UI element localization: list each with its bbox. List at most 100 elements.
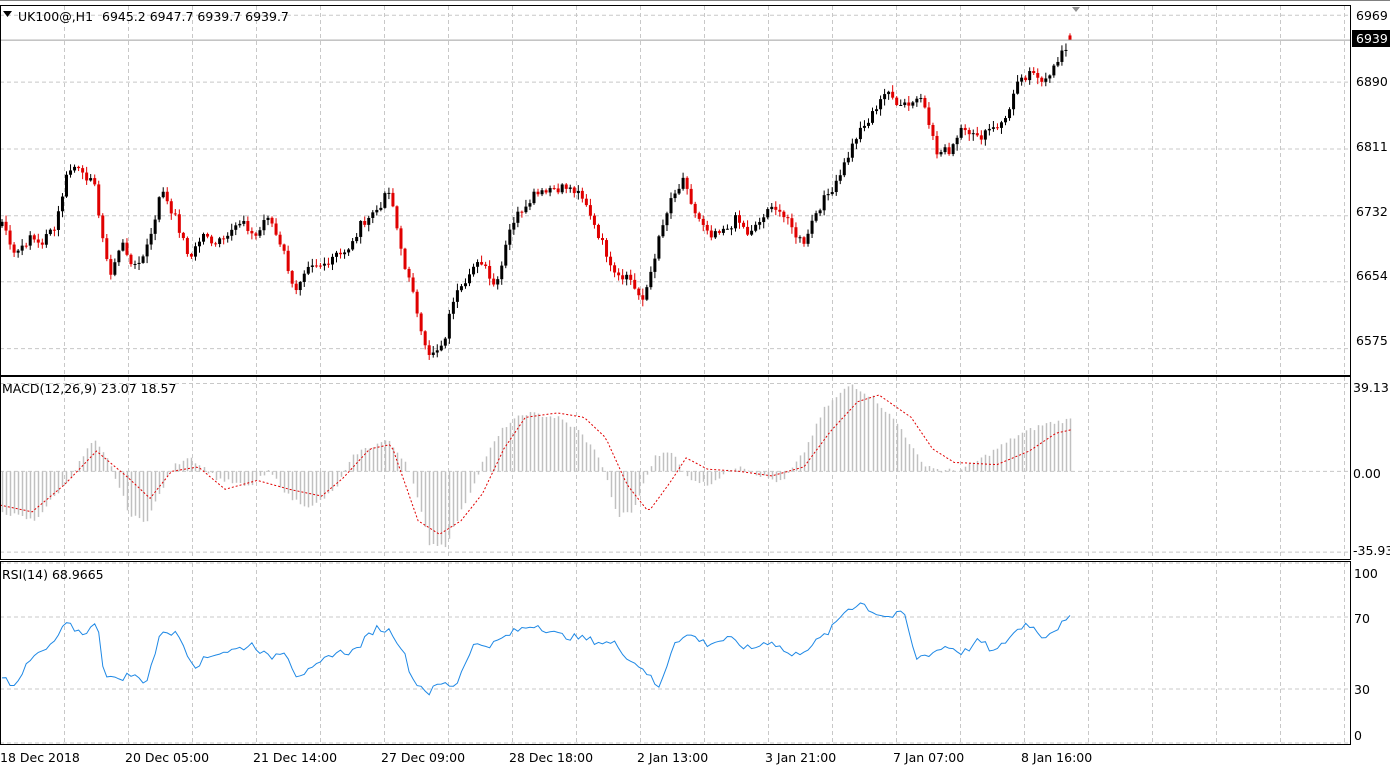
candle-body xyxy=(754,224,758,231)
candle-body xyxy=(476,262,480,267)
candle-body xyxy=(335,252,339,257)
candle-body xyxy=(181,232,185,239)
candle-body xyxy=(28,235,32,246)
candle-body xyxy=(560,184,564,193)
candle-body xyxy=(44,234,48,245)
candle-body xyxy=(230,229,234,236)
candle-body xyxy=(806,233,810,244)
candle-body xyxy=(480,262,484,265)
candle-body xyxy=(117,250,121,263)
time-label: 2 Jan 13:00 xyxy=(637,750,708,765)
candle-body xyxy=(149,233,153,245)
candle-body xyxy=(943,147,947,153)
candle-body xyxy=(729,228,733,230)
candle-body xyxy=(935,135,939,155)
rsi-panel[interactable] xyxy=(1,602,1071,696)
candle-body xyxy=(1004,118,1008,123)
candle-body xyxy=(197,241,201,247)
rsi-tick-label: 70 xyxy=(1354,611,1370,626)
candle-body xyxy=(762,217,766,223)
candle-body xyxy=(242,220,246,224)
time-axis: 18 Dec 2018 20 Dec 05:00 21 Dec 14:00 27… xyxy=(0,750,1092,765)
candle-body xyxy=(665,213,669,226)
candle-body xyxy=(842,162,846,176)
price-panel[interactable] xyxy=(0,33,1350,360)
macd-tick-label: 39.13 xyxy=(1353,380,1389,395)
candle-body xyxy=(89,178,93,181)
candle-body xyxy=(967,130,971,135)
price-tick-label: 6654 xyxy=(1356,268,1388,283)
candle-body xyxy=(979,135,983,140)
candle-body xyxy=(1012,93,1016,110)
candle-body xyxy=(254,233,258,236)
candle-body xyxy=(955,137,959,145)
candle-body xyxy=(548,188,552,193)
macd-axis: 39.13 0.00 -35.93 xyxy=(1353,380,1390,558)
candle-body xyxy=(850,143,854,158)
candle-body xyxy=(995,127,999,129)
triangle-down-icon[interactable] xyxy=(3,11,12,17)
candle-body xyxy=(1024,77,1028,81)
candle-body xyxy=(431,352,435,355)
candle-body xyxy=(145,244,149,257)
candle-body xyxy=(387,192,391,194)
candle-body xyxy=(649,271,653,288)
candle-body xyxy=(306,266,310,274)
candle-body xyxy=(262,220,266,231)
candle-body xyxy=(871,111,875,123)
candle-body xyxy=(592,215,596,225)
candle-body xyxy=(347,249,351,253)
candle-body xyxy=(12,244,16,253)
rsi-axis: 100 70 30 0 xyxy=(1354,566,1378,743)
candle-body xyxy=(552,188,556,190)
candle-body xyxy=(85,172,89,181)
candle-body xyxy=(524,206,528,213)
candle-body xyxy=(173,213,177,215)
current-price-label: 6939 xyxy=(1356,31,1388,46)
symbol-info: UK100@,H1 xyxy=(18,9,93,24)
candle-body xyxy=(468,274,472,284)
price-tick-label: 6575 xyxy=(1356,333,1388,348)
candle-body xyxy=(459,286,463,291)
candle-body xyxy=(883,94,887,100)
candle-body xyxy=(580,190,584,199)
candle-body xyxy=(218,238,222,244)
candle-body xyxy=(556,188,560,193)
candle-body xyxy=(879,99,883,110)
candle-body xyxy=(975,133,979,136)
candle-body xyxy=(786,217,790,219)
candle-body xyxy=(645,287,649,300)
candle-body xyxy=(919,97,923,99)
macd-panel[interactable] xyxy=(0,384,1073,548)
time-label: 7 Jan 07:00 xyxy=(893,750,964,765)
candle-body xyxy=(246,220,250,231)
candle-body xyxy=(351,241,355,250)
macd-tick-label: -35.93 xyxy=(1353,543,1390,558)
candle-body xyxy=(564,184,568,189)
candle-body xyxy=(596,224,600,239)
time-label: 21 Dec 14:00 xyxy=(253,750,337,765)
candle-body xyxy=(286,250,290,272)
candle-body xyxy=(588,205,592,216)
candle-body xyxy=(439,345,443,351)
candle-body xyxy=(226,235,230,239)
candle-body xyxy=(407,268,411,278)
candle-body xyxy=(157,197,161,220)
candle-body xyxy=(903,102,907,105)
candle-body xyxy=(36,239,40,243)
candle-body xyxy=(64,174,68,197)
macd-tick-label: 0.00 xyxy=(1353,466,1381,481)
candle-body xyxy=(697,213,701,219)
candle-body xyxy=(270,217,274,224)
candle-body xyxy=(544,190,548,193)
candle-body xyxy=(137,262,141,264)
candle-body xyxy=(60,196,64,212)
candle-body xyxy=(298,281,302,291)
candle-body xyxy=(709,230,713,238)
candle-body xyxy=(330,256,334,265)
candle-body xyxy=(661,225,665,237)
candle-body xyxy=(983,130,987,140)
candle-body xyxy=(891,91,895,98)
